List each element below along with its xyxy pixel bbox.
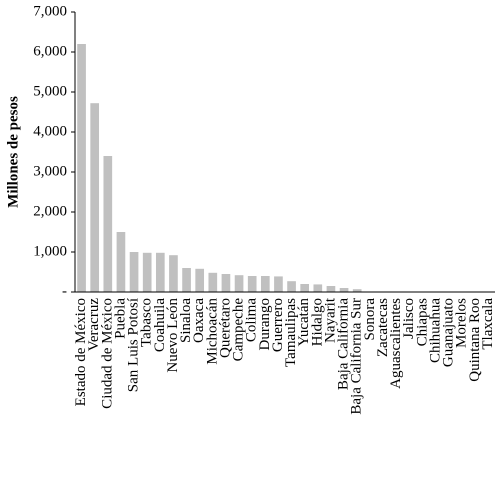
x-tick-label: Tabasco xyxy=(139,298,155,347)
bar xyxy=(169,255,178,292)
x-tick-label: Veracruz xyxy=(86,298,102,352)
y-tick-label: 6,000 xyxy=(33,43,67,59)
bar xyxy=(260,276,270,292)
bar xyxy=(116,232,126,292)
x-tick-label: Hidalgo xyxy=(309,298,325,346)
bar xyxy=(208,272,218,292)
x-tick-label: Estado de México xyxy=(73,298,89,406)
bar xyxy=(313,284,323,292)
x-tick-label: Quintana Roo xyxy=(467,298,483,382)
x-tick-label: Durango xyxy=(257,298,273,351)
bar xyxy=(182,268,191,292)
y-tick-label: 3,000 xyxy=(33,163,67,179)
x-tick-label: Yucatán xyxy=(296,298,312,347)
x-tick-label: Chihuahua xyxy=(427,298,443,363)
x-tick-label: Baja California Sur xyxy=(349,298,365,415)
bar xyxy=(339,288,349,292)
bar xyxy=(326,286,336,292)
x-tick-label: Zacatecas xyxy=(375,298,391,357)
bar xyxy=(247,276,257,292)
x-tick-label: San Luis Potosí xyxy=(126,298,142,392)
x-tick-label: Tamaulipas xyxy=(283,298,299,367)
x-tick-label: Puebla xyxy=(112,298,128,339)
y-tick-label: 2,000 xyxy=(33,203,67,219)
bar xyxy=(155,252,165,292)
bar xyxy=(103,156,113,292)
x-tick-label: Tlaxcala xyxy=(480,298,496,350)
bar xyxy=(195,268,205,292)
x-tick-label: Campeche xyxy=(231,298,247,362)
x-tick-label: Querétaro xyxy=(217,298,233,358)
x-tick-label: Sonora xyxy=(362,298,378,341)
x-tick-label: Nuevo León xyxy=(165,298,181,373)
x-tick-label: Baja California xyxy=(336,298,352,390)
bar xyxy=(221,274,231,292)
x-tick-label: Ciudad de México xyxy=(99,298,115,409)
bar xyxy=(352,289,362,292)
x-tick-label: Guanajuato xyxy=(441,298,457,367)
bar xyxy=(287,281,296,292)
bar xyxy=(274,276,283,292)
bar xyxy=(142,252,152,292)
bar xyxy=(300,284,310,292)
bar xyxy=(90,103,100,292)
y-tick-label: 7,000 xyxy=(33,3,67,19)
x-tick-label: Michoacán xyxy=(204,298,220,365)
x-tick-label: Nayarit xyxy=(322,297,338,343)
x-tick-label: Jalisco xyxy=(401,298,417,339)
bar xyxy=(129,252,139,292)
x-tick-label: Colima xyxy=(244,298,260,343)
y-tick-label: - xyxy=(62,283,67,299)
x-tick-label: Oaxaca xyxy=(191,298,207,343)
y-tick-label: 4,000 xyxy=(33,123,67,139)
x-tick-label: Sinaloa xyxy=(178,298,194,343)
x-tick-label: Chiapas xyxy=(414,298,430,346)
x-tick-label: Aguascalientes xyxy=(388,298,404,389)
x-tick-label: Coahuila xyxy=(152,298,168,352)
y-tick-label: 1,000 xyxy=(33,243,67,259)
y-axis-label: Millones de pesos xyxy=(5,96,21,208)
bar xyxy=(77,44,86,292)
x-tick-label: Morelos xyxy=(454,298,470,348)
x-tick-label: Guerrero xyxy=(270,298,286,352)
bar xyxy=(234,275,244,292)
y-tick-label: 5,000 xyxy=(33,83,67,99)
